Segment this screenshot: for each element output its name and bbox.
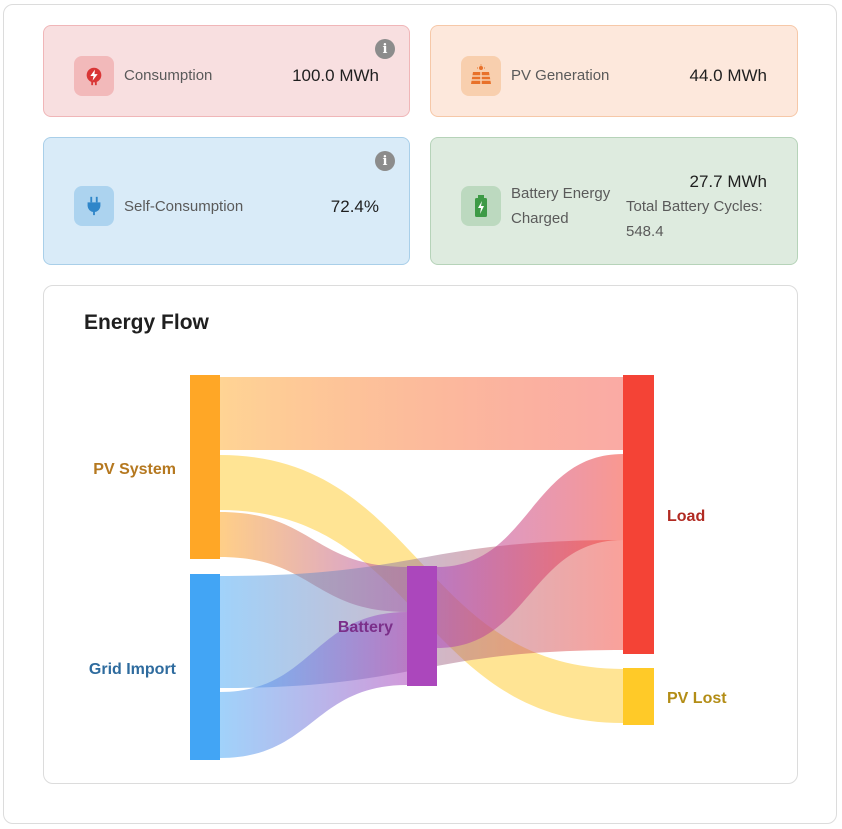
pv-generation-icon-box — [461, 56, 501, 96]
consumption-value: 100.0 MWh — [292, 66, 379, 85]
battery-label-line2: Charged — [511, 210, 569, 227]
link-battery-to-load — [437, 454, 623, 648]
consumption-label: Consumption — [124, 67, 213, 84]
plug-icon — [87, 196, 101, 216]
link-grid-to-battery — [220, 612, 407, 758]
link-pv-to-load — [220, 377, 623, 450]
label-grid-import: Grid Import — [89, 661, 177, 678]
consumption-card: Consumption 100.0 MWh i — [43, 25, 410, 117]
pv-generation-card: PV Generation 44.0 MWh — [430, 25, 798, 117]
label-pv-lost: PV Lost — [667, 690, 727, 707]
consumption-icon-box — [74, 56, 114, 96]
battery-label-line1: Battery Energy — [511, 185, 611, 202]
node-grid-import[interactable] — [190, 574, 220, 760]
self-consumption-card: Self-Consumption 72.4% i — [43, 137, 410, 265]
battery-icon-box — [461, 186, 501, 226]
self-consumption-label: Self-Consumption — [124, 198, 244, 215]
label-battery: Battery — [338, 619, 393, 636]
pv-generation-value: 44.0 MWh — [689, 66, 767, 85]
battery-value: 27.7 MWh — [689, 172, 767, 191]
battery-cycles-label: Total Battery Cycles: — [626, 198, 763, 215]
battery-cycles-value: 548.4 — [626, 223, 664, 240]
pv-generation-label: PV Generation — [511, 67, 610, 84]
self-consumption-info-icon[interactable]: i — [375, 151, 395, 171]
label-pv-system: PV System — [93, 461, 176, 478]
plug-bolt-icon — [86, 67, 102, 86]
node-pv-system[interactable] — [190, 375, 220, 559]
consumption-info-icon[interactable]: i — [375, 39, 395, 59]
node-pv-lost[interactable] — [623, 668, 654, 725]
solar-panel-icon — [471, 64, 491, 84]
self-consumption-value: 72.4% — [330, 197, 379, 216]
self-consumption-icon-box — [74, 186, 114, 226]
node-load[interactable] — [623, 375, 654, 654]
battery-card: Battery Energy Charged 27.7 MWh Total Ba… — [430, 137, 798, 265]
label-load: Load — [667, 508, 705, 525]
energy-flow-title: Energy Flow — [84, 311, 209, 334]
battery-charging-icon — [475, 195, 487, 217]
energy-flow-panel — [43, 285, 798, 784]
node-battery[interactable] — [407, 566, 437, 686]
